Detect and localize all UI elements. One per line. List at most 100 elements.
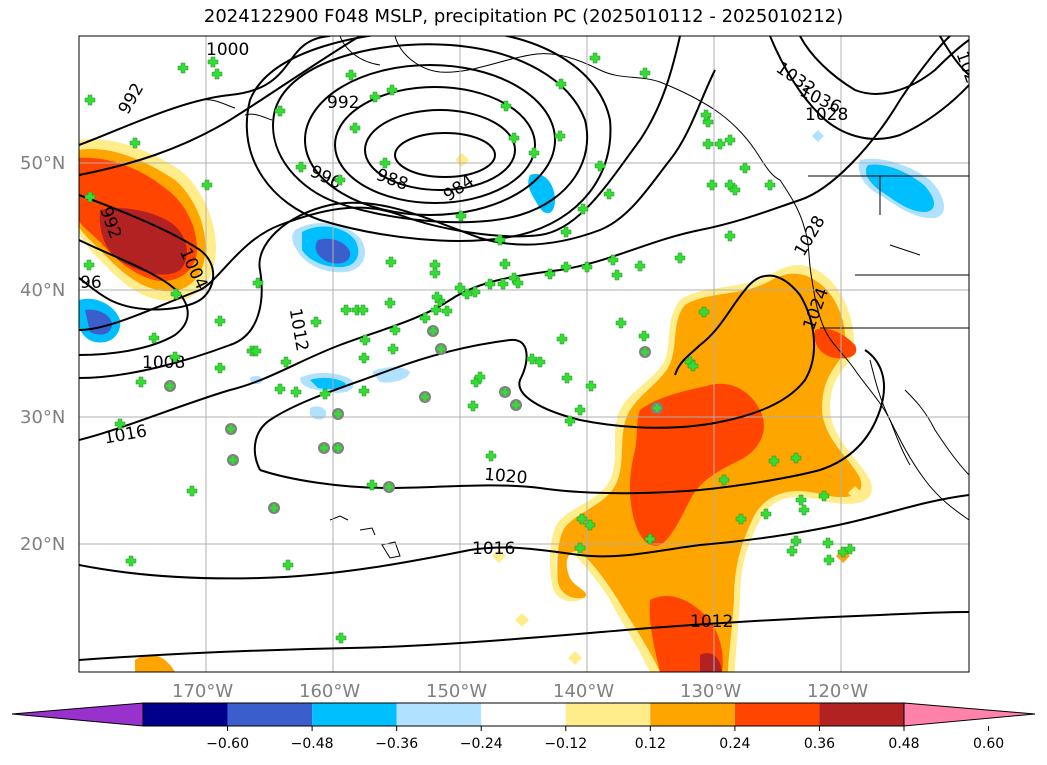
colorbar-swatch: [819, 703, 904, 726]
station-marker-cross: [270, 504, 278, 512]
station-marker-cross: [295, 161, 307, 173]
station-marker-cross: [280, 356, 292, 368]
station-marker-cross: [674, 252, 686, 264]
station-marker-cross: [485, 450, 497, 462]
station-marker-cross: [607, 254, 619, 266]
lon-label-160w: 160°W: [299, 681, 360, 702]
station-marker-cross: [639, 67, 651, 79]
station-marker-cross: [114, 418, 126, 430]
station-marker-cross: [282, 559, 294, 571]
colorbar-tick-label: 0.24: [719, 736, 750, 752]
station-marker-cross: [227, 425, 235, 433]
lon-label-150w: 150°W: [426, 681, 487, 702]
station-marker-cross: [512, 277, 524, 289]
station-marker-cross: [702, 138, 714, 150]
colorbar-swatches: [143, 703, 904, 726]
station-marker-cross: [437, 345, 445, 353]
station-marker-cross: [484, 278, 496, 290]
station-marker-cross: [369, 91, 381, 103]
station-marker-cross: [501, 388, 509, 396]
station-marker-cross: [611, 269, 623, 281]
station-marker-cross: [441, 305, 453, 317]
station-marker-cross: [430, 304, 442, 316]
station-marker-cross: [201, 179, 213, 191]
colorbar-swatch: [481, 703, 566, 726]
station-marker-cross: [698, 306, 710, 318]
station-marker-cross: [615, 317, 627, 329]
station-marker-cross: [555, 78, 567, 90]
isobar-label: 1028: [805, 105, 848, 125]
station-markers: [83, 52, 856, 644]
station-marker-cross: [334, 410, 342, 418]
station-marker-cross: [638, 330, 650, 342]
station-marker-cross: [345, 69, 357, 81]
station-marker-cross: [790, 452, 802, 464]
station-marker-cross: [166, 382, 174, 390]
lat-label-30n: 30°N: [20, 407, 65, 428]
station-marker-cross: [584, 519, 596, 531]
isobar-label: 1016: [472, 539, 515, 559]
isobar-label: 96: [80, 273, 102, 293]
station-marker-cross: [467, 400, 479, 412]
station-marker-cross: [83, 259, 95, 271]
colorbar-swatch: [143, 703, 228, 726]
station-marker-cross: [798, 504, 810, 516]
station-marker-cross: [207, 56, 219, 68]
isobar-label: 992: [327, 93, 359, 113]
station-marker-cross: [129, 137, 141, 149]
isobar-label: 1000: [206, 40, 249, 60]
colorbar-tick-label: 0.48: [888, 736, 919, 752]
station-marker-cross: [250, 345, 262, 357]
station-marker-cross: [760, 508, 772, 520]
station-marker-cross: [429, 327, 437, 335]
station-marker-cross: [556, 333, 568, 345]
colorbar-ticks: −0.60 −0.48 −0.36 −0.24 −0.12 0.12 0.24 0.36 0.4…: [206, 726, 1004, 752]
station-marker-cross: [508, 132, 520, 144]
station-marker-cross: [735, 513, 747, 525]
colorbar-swatch: [396, 703, 482, 726]
precip-negative-fields: [79, 130, 945, 420]
station-marker-cross: [594, 160, 606, 172]
station-marker-cross: [560, 261, 572, 273]
lat-label-20n: 20°N: [20, 534, 65, 555]
station-marker-cross: [385, 256, 397, 268]
station-marker-cross: [823, 554, 835, 566]
station-marker-cross: [554, 130, 566, 142]
station-marker-cross: [790, 535, 802, 547]
station-marker-cross: [724, 134, 736, 146]
station-marker-cross: [385, 483, 393, 491]
colorbar-tick-label: 0.36: [804, 736, 835, 752]
station-marker-cross: [469, 286, 481, 298]
station-marker-cross: [534, 356, 546, 368]
station-marker-cross: [320, 444, 328, 452]
lon-label-130w: 130°W: [680, 681, 741, 702]
station-marker-cross: [429, 267, 441, 279]
station-marker-cross: [421, 393, 429, 401]
lon-label-120w: 120°W: [807, 681, 868, 702]
station-marker-cross: [148, 332, 160, 344]
station-marker-cross: [177, 62, 189, 74]
station-marker-cross: [419, 312, 431, 324]
station-marker-cross: [229, 456, 237, 464]
station-marker-cross: [389, 324, 401, 336]
colorbar-tick-label: 0.60: [973, 736, 1004, 752]
station-marker-cross: [768, 455, 780, 467]
station-marker-cross: [589, 52, 601, 64]
station-marker-cross: [340, 304, 352, 316]
map-title: 2024122900 F048 MSLP, precipitation PC (…: [203, 6, 844, 27]
colorbar-swatch: [650, 703, 735, 726]
station-marker-cross: [135, 376, 147, 388]
station-marker-cross: [718, 474, 730, 486]
station-marker-cross: [822, 537, 834, 549]
station-marker-cross: [379, 157, 391, 169]
station-marker-cross: [576, 513, 588, 525]
station-marker-cross: [169, 351, 181, 363]
isobars: [79, 36, 969, 661]
station-marker-cross: [706, 179, 718, 191]
station-marker-cross: [211, 68, 223, 80]
station-marker-cross: [544, 268, 556, 280]
station-marker-cross: [358, 385, 370, 397]
lon-label-140w: 140°W: [553, 681, 614, 702]
station-marker-cross: [574, 404, 586, 416]
station-marker-cross: [358, 352, 370, 364]
